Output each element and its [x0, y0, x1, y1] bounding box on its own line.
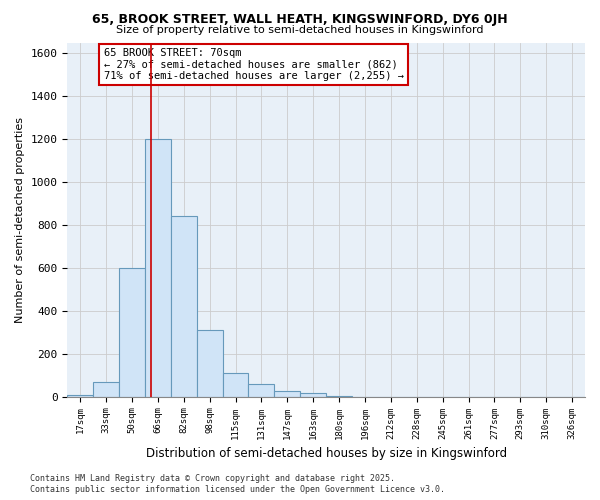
Bar — [197, 330, 223, 396]
X-axis label: Distribution of semi-detached houses by size in Kingswinford: Distribution of semi-detached houses by … — [146, 447, 507, 460]
Y-axis label: Number of semi-detached properties: Number of semi-detached properties — [15, 116, 25, 322]
Bar — [300, 394, 326, 396]
Bar — [119, 268, 145, 396]
Text: 65, BROOK STREET, WALL HEATH, KINGSWINFORD, DY6 0JH: 65, BROOK STREET, WALL HEATH, KINGSWINFO… — [92, 12, 508, 26]
Text: 65 BROOK STREET: 70sqm
← 27% of semi-detached houses are smaller (862)
71% of se: 65 BROOK STREET: 70sqm ← 27% of semi-det… — [104, 48, 404, 81]
Bar — [248, 384, 274, 396]
Bar — [274, 392, 300, 396]
Bar — [171, 216, 197, 396]
Text: Contains HM Land Registry data © Crown copyright and database right 2025.
Contai: Contains HM Land Registry data © Crown c… — [30, 474, 445, 494]
Bar — [93, 382, 119, 396]
Text: Size of property relative to semi-detached houses in Kingswinford: Size of property relative to semi-detach… — [116, 25, 484, 35]
Bar — [223, 373, 248, 396]
Bar — [145, 139, 171, 396]
Bar — [67, 394, 93, 396]
